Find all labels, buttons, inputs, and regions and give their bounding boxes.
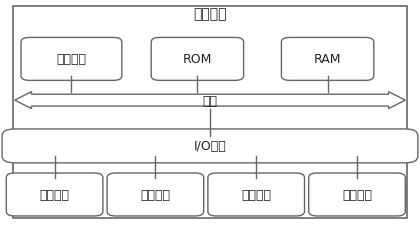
Text: 处理装置: 处理装置 xyxy=(56,53,87,66)
Text: ROM: ROM xyxy=(183,53,212,66)
FancyBboxPatch shape xyxy=(21,38,122,81)
FancyBboxPatch shape xyxy=(151,38,244,81)
Text: 通信装置: 通信装置 xyxy=(342,188,372,201)
FancyBboxPatch shape xyxy=(309,173,405,216)
Text: 存储装置: 存储装置 xyxy=(241,188,271,201)
Text: 输入装置: 输入装置 xyxy=(39,188,70,201)
Text: 电子设备: 电子设备 xyxy=(193,8,227,22)
Polygon shape xyxy=(15,92,405,109)
Text: 总线: 总线 xyxy=(202,94,218,107)
FancyBboxPatch shape xyxy=(208,173,304,216)
FancyBboxPatch shape xyxy=(281,38,374,81)
Text: 输出装置: 输出装置 xyxy=(140,188,171,201)
Text: RAM: RAM xyxy=(314,53,341,66)
FancyBboxPatch shape xyxy=(13,7,407,218)
FancyBboxPatch shape xyxy=(6,173,103,216)
FancyBboxPatch shape xyxy=(2,129,418,163)
Text: I/O接口: I/O接口 xyxy=(194,140,226,153)
FancyBboxPatch shape xyxy=(107,173,204,216)
